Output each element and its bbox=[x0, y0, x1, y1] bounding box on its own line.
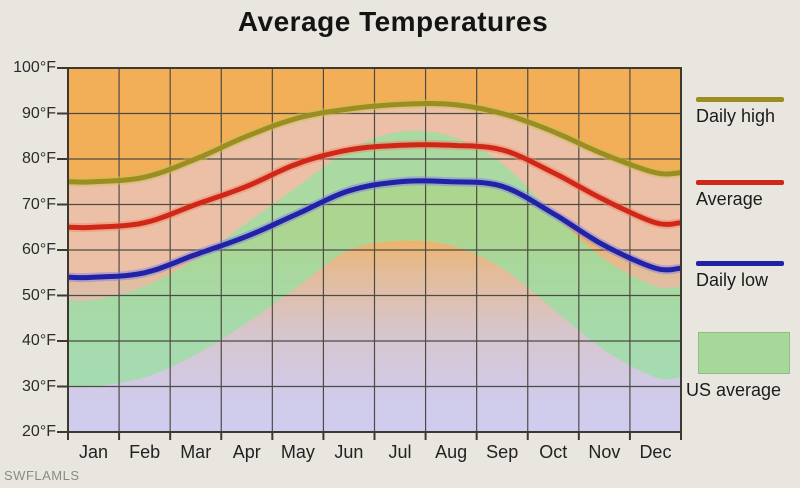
us-average-legend-swatch bbox=[698, 332, 790, 374]
y-axis-label: 30°F bbox=[22, 377, 56, 395]
x-axis-label-month: May bbox=[280, 442, 315, 462]
y-axis-label: 90°F bbox=[22, 104, 56, 122]
y-axis-label: 20°F bbox=[22, 423, 56, 440]
chart-title: Average Temperatures bbox=[237, 6, 549, 37]
y-axis-label: 80°F bbox=[22, 150, 56, 167]
daily-low-legend-swatch bbox=[696, 261, 784, 266]
x-axis-label-month: Jun bbox=[334, 442, 364, 462]
y-axis-label: 100°F bbox=[13, 59, 56, 76]
daily-high-line bbox=[68, 101, 681, 185]
x-axis-label-month: Sep bbox=[486, 442, 519, 462]
us-average-legend-label: US average bbox=[686, 380, 782, 400]
x-axis-label-month: Jul bbox=[388, 442, 412, 462]
daily-low-line bbox=[68, 178, 681, 281]
y-axis-label: 70°F bbox=[22, 195, 56, 213]
daily-high-legend-swatch bbox=[696, 97, 784, 102]
y-axis-label: 50°F bbox=[22, 286, 56, 304]
x-axis-label-month: Aug bbox=[435, 442, 468, 462]
x-axis-label-month: Mar bbox=[180, 442, 212, 462]
average-line bbox=[68, 142, 681, 231]
x-axis-label-month: Oct bbox=[539, 442, 568, 462]
daily-high-legend-label: Daily high bbox=[696, 106, 776, 126]
x-axis-label-month: Nov bbox=[588, 442, 621, 462]
x-axis-label-month: Dec bbox=[639, 442, 672, 462]
daily-low-legend-label: Daily low bbox=[696, 270, 769, 290]
x-axis-label-month: Jan bbox=[79, 442, 109, 462]
watermark: SWFLAMLS bbox=[4, 468, 80, 483]
plot-border bbox=[67, 67, 682, 433]
y-axis-label: 40°F bbox=[22, 332, 56, 349]
x-axis-label-month: Feb bbox=[129, 442, 161, 462]
axis-ticks bbox=[57, 67, 682, 440]
y-axis-label: 60°F bbox=[22, 241, 56, 258]
average-legend-label: Average bbox=[696, 189, 763, 209]
average-legend-swatch bbox=[696, 180, 784, 185]
x-axis-label-month: Apr bbox=[232, 442, 261, 462]
